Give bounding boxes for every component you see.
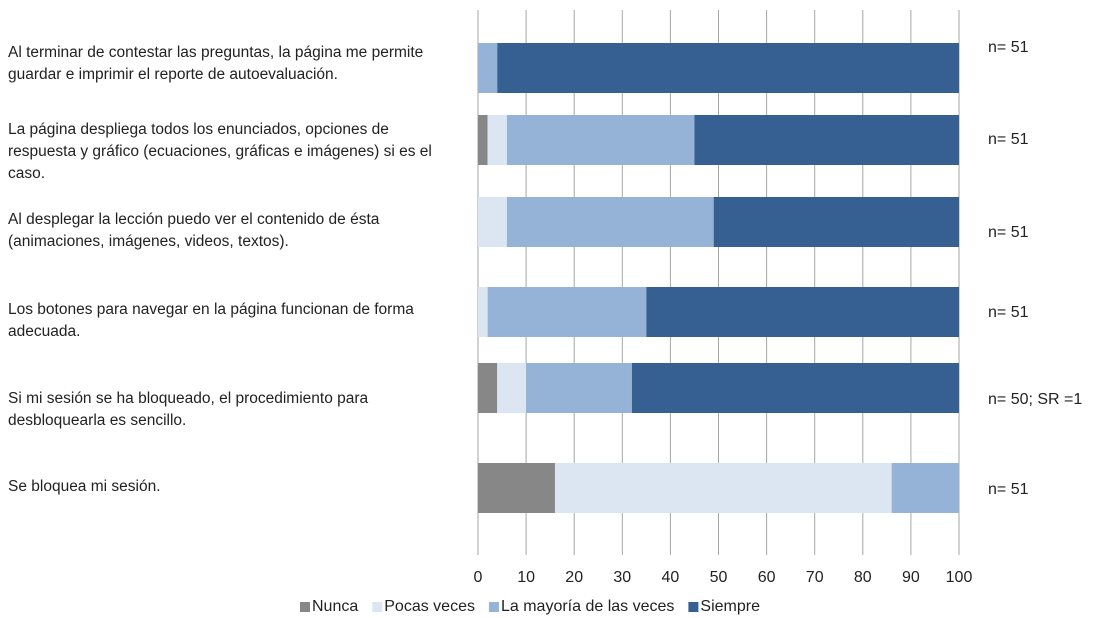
bar-segment — [487, 287, 647, 337]
x-tick-label: 50 — [710, 569, 728, 586]
category-label: La página despliega todos los enunciados… — [8, 121, 432, 182]
x-tick-label: 0 — [474, 569, 483, 586]
x-tick-label: 10 — [517, 569, 535, 586]
legend-swatch — [300, 602, 310, 612]
category-label: Se bloquea mi sesión. — [8, 478, 161, 495]
bar-segment — [891, 463, 959, 513]
bar-segment — [646, 287, 959, 337]
legend-label: La mayoría de las veces — [501, 598, 674, 615]
bar-segment — [554, 463, 892, 513]
bar-segment — [487, 115, 507, 165]
x-tick-label: 70 — [806, 569, 824, 586]
category-label: Al terminar de contestar las preguntas, … — [8, 44, 424, 83]
category-label: Los botones para navegar en la página fu… — [8, 301, 414, 340]
legend-swatch — [488, 602, 499, 612]
legend-label: Siempre — [700, 598, 760, 615]
annotation: n= 51 — [988, 39, 1029, 56]
bar-segment — [497, 363, 527, 413]
x-tick-label: 40 — [662, 569, 680, 586]
bar-segment — [478, 115, 488, 165]
bar-segment — [506, 197, 714, 247]
bar-segment — [478, 363, 498, 413]
annotation: n= 51 — [988, 304, 1029, 321]
x-tick-label: 90 — [902, 569, 920, 586]
annotation: n= 51 — [988, 481, 1029, 498]
x-tick-label: 100 — [946, 569, 973, 586]
legend-label: Pocas veces — [384, 598, 475, 615]
annotation: n= 50; SR =1 — [988, 391, 1082, 408]
x-tick-label: 20 — [565, 569, 583, 586]
bar-segment — [497, 43, 959, 93]
bar-segment — [713, 197, 959, 247]
bar-segment — [478, 197, 507, 247]
annotation: n= 51 — [988, 131, 1029, 148]
bar-segment — [478, 287, 488, 337]
bar-segment — [631, 363, 959, 413]
bar-segment — [526, 363, 632, 413]
legend-swatch — [688, 602, 699, 612]
bar-segment — [478, 43, 498, 93]
x-tick-label: 30 — [613, 569, 631, 586]
bar-segment — [478, 463, 555, 513]
x-tick-label: 60 — [758, 569, 776, 586]
category-label: Si mi sesión se ha bloqueado, el procedi… — [8, 390, 369, 429]
category-label: Al desplegar la lección puedo ver el con… — [8, 211, 380, 250]
bar-segment — [506, 115, 695, 165]
bar-segment — [694, 115, 959, 165]
legend-swatch — [372, 602, 383, 612]
x-tick-label: 80 — [854, 569, 872, 586]
legend-label: Nunca — [312, 598, 358, 615]
annotation: n= 51 — [988, 224, 1029, 241]
